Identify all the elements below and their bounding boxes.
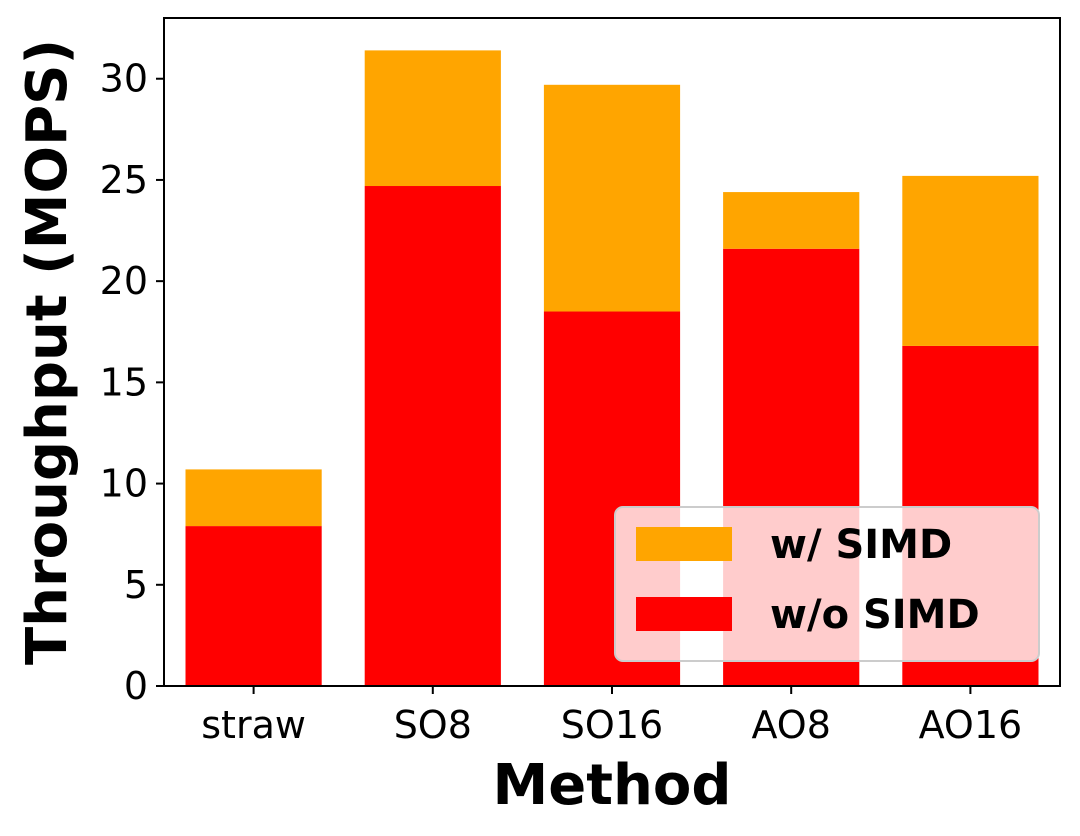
y-tick-label: 0 xyxy=(124,664,148,708)
bar-so8-without-simd xyxy=(364,186,501,686)
y-tick-label: 5 xyxy=(124,563,148,607)
bar-straw-with-simd xyxy=(185,469,322,527)
legend-swatch xyxy=(636,527,732,561)
y-axis-title: Throughput (MOPS) xyxy=(15,39,80,665)
bar-straw-without-simd xyxy=(185,526,322,686)
bar-ao16-with-simd xyxy=(902,175,1039,346)
legend: w/ SIMD w/o SIMD xyxy=(614,506,1040,662)
y-tick-label: 25 xyxy=(100,158,148,202)
y-axis-ticks: 0 5 10 15 20 25 30 xyxy=(100,57,164,708)
y-tick-label: 30 xyxy=(100,57,148,101)
bar-so8-with-simd xyxy=(364,50,501,187)
y-tick-label: 20 xyxy=(100,259,148,303)
bar-so16-with-simd xyxy=(543,84,681,312)
bar-ao8-with-simd xyxy=(723,192,860,249)
x-tick-label: SO8 xyxy=(394,703,472,747)
x-axis-title: Method xyxy=(493,753,732,818)
x-tick-label: AO8 xyxy=(751,703,830,747)
x-tick-label: straw xyxy=(201,703,306,747)
x-tick-label: SO16 xyxy=(561,703,663,747)
y-tick-label: 10 xyxy=(100,462,148,506)
legend-swatch xyxy=(636,597,732,631)
legend-label: w/ SIMD xyxy=(770,522,952,568)
plot-frame xyxy=(163,17,1061,687)
x-axis-ticks: straw SO8 SO16 AO8 AO16 xyxy=(201,686,1022,747)
legend-label: w/o SIMD xyxy=(770,592,980,638)
x-tick-label: AO16 xyxy=(919,703,1023,747)
y-tick-label: 15 xyxy=(100,360,148,404)
